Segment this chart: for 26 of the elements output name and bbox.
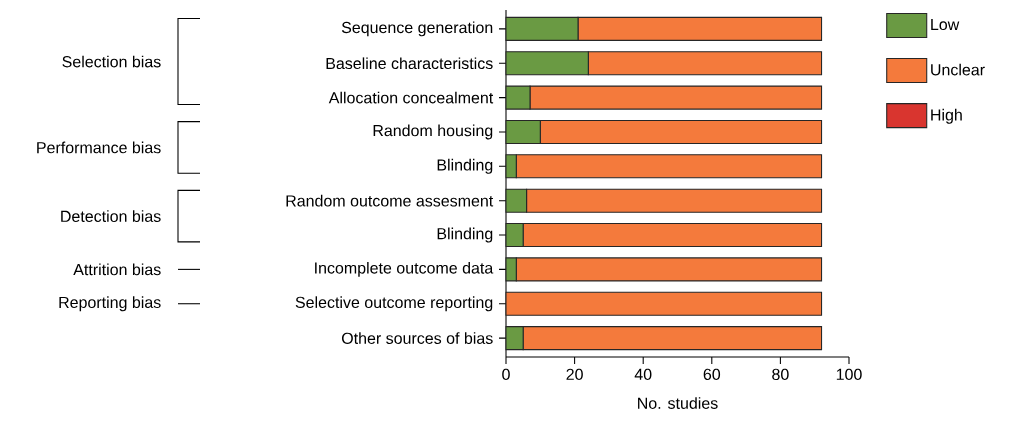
- text: Attrition bias: [73, 263, 161, 276]
- y-tick-label: Blinding: [437, 227, 493, 243]
- y-tick-label: Random housing: [373, 124, 493, 140]
- x-tick-label: 100: [836, 368, 862, 381]
- legend-label: Low: [931, 18, 960, 31]
- x-tick-label: 60: [703, 368, 721, 381]
- x-tick-label: 0: [502, 368, 510, 381]
- y-tick-label: Allocation concealment: [328, 91, 494, 104]
- y-tick-label: Random outcome assesment: [286, 194, 494, 207]
- x-tick-label: 20: [566, 368, 583, 381]
- text: Reporting bias: [59, 296, 161, 312]
- text: Performance bias: [37, 141, 161, 154]
- legend-label: High: [931, 108, 962, 124]
- text: Detection bias: [61, 210, 161, 222]
- y-tick-label: Other sources of bias: [341, 332, 493, 344]
- y-tick-label: Blinding: [437, 158, 493, 174]
- x-tick-label: 40: [634, 368, 652, 381]
- y-tick-label: Incomplete outcome data: [315, 261, 494, 277]
- y-tick-label: Sequence generation: [341, 21, 493, 37]
- text: Selection bias: [62, 55, 161, 68]
- bar: [505, 291, 823, 316]
- y-tick-label: Selective outcome reporting: [295, 296, 493, 312]
- y-tick-label: Baseline characteristics: [326, 57, 493, 70]
- legend-label: Unclear: [931, 63, 985, 76]
- x-tick-label: 80: [772, 368, 789, 381]
- x-axis-title: No. studies: [638, 397, 718, 409]
